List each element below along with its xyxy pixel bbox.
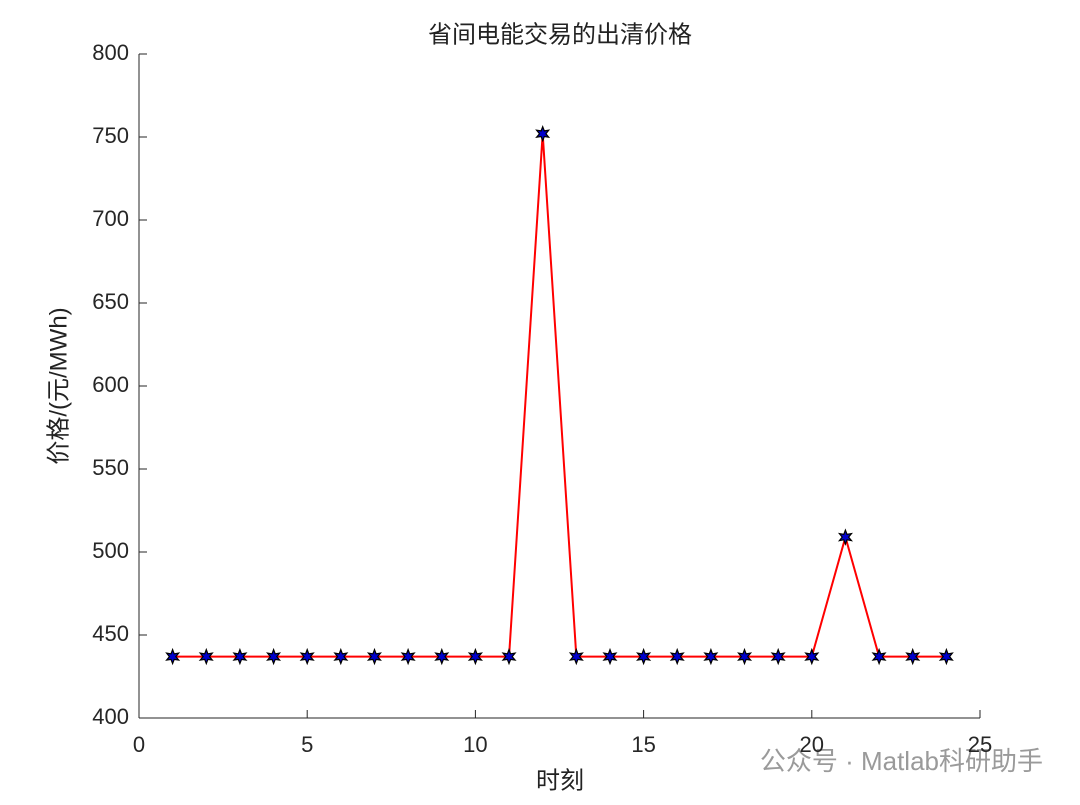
y-axis-label: 价格/(元/MWh): [45, 307, 72, 464]
marker: [467, 647, 483, 666]
y-tick-label: 800: [92, 40, 129, 65]
marker: [366, 647, 382, 666]
x-tick-label: 20: [800, 732, 824, 757]
y-tick-label: 600: [92, 372, 129, 397]
marker: [837, 528, 854, 546]
x-tick-label: 10: [463, 732, 487, 757]
marker: [165, 647, 181, 666]
x-tick-label: 0: [133, 732, 145, 757]
chart-title: 省间电能交易的出清价格: [428, 21, 692, 48]
x-tick-label: 5: [301, 732, 313, 757]
watermark: 公众号 · Matlab科研助手: [760, 746, 1043, 776]
marker: [535, 125, 551, 143]
y-tick-label: 450: [92, 621, 129, 646]
marker: [568, 647, 584, 666]
marker: [636, 647, 652, 666]
line: [172, 133, 947, 658]
y-tick-label: 700: [92, 206, 129, 231]
marker: [804, 647, 820, 666]
marker: [501, 647, 517, 666]
marker: [266, 647, 282, 666]
marker: [232, 647, 248, 666]
marker: [905, 647, 921, 666]
y-tick-label: 750: [92, 123, 129, 148]
marker: [703, 647, 719, 666]
y-tick-label: 400: [92, 704, 129, 729]
y-tick-label: 650: [92, 289, 129, 314]
marker: [938, 647, 954, 666]
x-tick-label: 25: [968, 732, 992, 757]
marker: [333, 647, 349, 666]
marker: [871, 647, 887, 666]
x-tick-label: 15: [631, 732, 655, 757]
marker: [737, 647, 753, 666]
marker: [770, 647, 786, 666]
marker: [198, 647, 214, 666]
y-tick-label: 550: [92, 455, 129, 480]
x-axis-label: 时刻: [536, 767, 584, 794]
marker: [400, 647, 416, 666]
marker: [299, 647, 315, 666]
y-tick-label: 500: [92, 538, 129, 563]
marker: [602, 647, 618, 666]
marker: [669, 647, 685, 666]
marker: [434, 647, 450, 666]
